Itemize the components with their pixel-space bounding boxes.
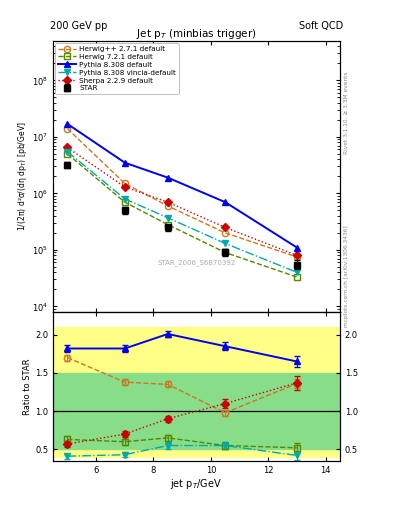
Text: 200 GeV pp: 200 GeV pp <box>50 22 108 31</box>
Line: Sherpa 2.2.9 default: Sherpa 2.2.9 default <box>64 145 300 258</box>
Sherpa 2.2.9 default <box>165 199 170 205</box>
Line: Pythia 8.308 vincia-default: Pythia 8.308 vincia-default <box>64 148 300 275</box>
Herwig++ 2.7.1 default <box>223 230 228 236</box>
Herwig++ 2.7.1 default <box>65 125 70 132</box>
Sherpa 2.2.9 default <box>223 224 228 230</box>
Sherpa 2.2.9 default <box>295 252 299 259</box>
Pythia 8.308 default <box>123 160 127 166</box>
Herwig++ 2.7.1 default <box>295 254 299 260</box>
Pythia 8.308 default <box>223 199 228 205</box>
Legend: Herwig++ 2.7.1 default, Herwig 7.2.1 default, Pythia 8.308 default, Pythia 8.308: Herwig++ 2.7.1 default, Herwig 7.2.1 def… <box>55 43 179 94</box>
Pythia 8.308 default <box>165 175 170 181</box>
Pythia 8.308 vincia-default <box>165 215 170 221</box>
Herwig++ 2.7.1 default <box>123 180 127 186</box>
Text: Rivet 3.1.10, ≥ 3.3M events: Rivet 3.1.10, ≥ 3.3M events <box>344 71 349 154</box>
Sherpa 2.2.9 default <box>65 144 70 151</box>
Pythia 8.308 vincia-default <box>295 269 299 275</box>
Line: Herwig 7.2.1 default: Herwig 7.2.1 default <box>64 151 300 280</box>
Herwig 7.2.1 default <box>165 222 170 228</box>
Title: Jet p$_{T}$ (minbias trigger): Jet p$_{T}$ (minbias trigger) <box>136 27 257 41</box>
Text: STAR_2006_S6870392: STAR_2006_S6870392 <box>157 260 236 266</box>
Bar <box>53 327 340 457</box>
Y-axis label: Ratio to STAR: Ratio to STAR <box>23 358 32 415</box>
Bar <box>53 373 340 450</box>
Herwig 7.2.1 default <box>123 199 127 205</box>
X-axis label: jet p$_{T}$/GeV: jet p$_{T}$/GeV <box>171 477 222 492</box>
Text: mcplots.cern.ch [arXiv:1306.3436]: mcplots.cern.ch [arXiv:1306.3436] <box>344 226 349 327</box>
Pythia 8.308 vincia-default <box>123 196 127 202</box>
Herwig 7.2.1 default <box>295 274 299 280</box>
Pythia 8.308 default <box>295 244 299 250</box>
Y-axis label: 1/(2π) d²σ/(dη dp$_{T}$) [pb/GeV]: 1/(2π) d²σ/(dη dp$_{T}$) [pb/GeV] <box>16 121 29 231</box>
Herwig 7.2.1 default <box>223 249 228 255</box>
Pythia 8.308 vincia-default <box>65 148 70 155</box>
Line: Pythia 8.308 default: Pythia 8.308 default <box>64 120 300 251</box>
Text: Soft QCD: Soft QCD <box>299 22 343 31</box>
Herwig 7.2.1 default <box>65 151 70 157</box>
Sherpa 2.2.9 default <box>123 184 127 190</box>
Line: Herwig++ 2.7.1 default: Herwig++ 2.7.1 default <box>64 125 300 260</box>
Pythia 8.308 default <box>65 121 70 127</box>
Pythia 8.308 vincia-default <box>223 240 228 246</box>
Herwig++ 2.7.1 default <box>165 203 170 209</box>
